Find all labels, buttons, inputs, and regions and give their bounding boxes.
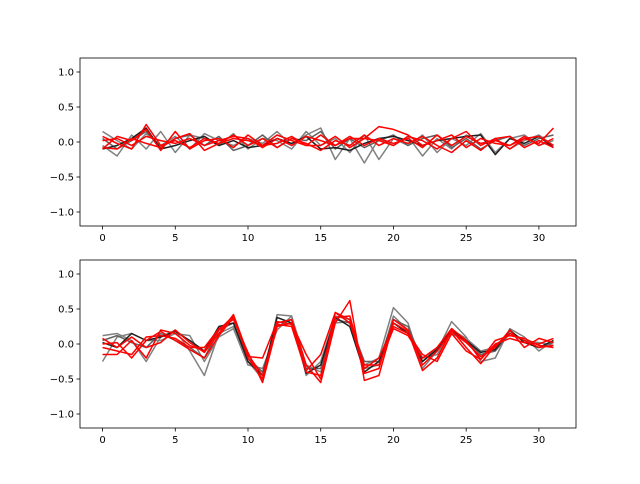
y-tick-label: 0.5 <box>58 103 74 114</box>
x-tick-label: 30 <box>533 233 546 244</box>
series-line-6 <box>102 311 554 372</box>
x-tick-label: 20 <box>387 233 400 244</box>
y-tick-label: 1.0 <box>58 270 74 281</box>
series-line-5 <box>102 299 554 384</box>
x-tick-label: 20 <box>387 435 400 446</box>
x-tick-label: 15 <box>314 233 327 244</box>
y-tick-label: −0.5 <box>50 173 74 184</box>
y-tick-label: 0.0 <box>58 138 74 149</box>
series-line-7 <box>102 313 554 377</box>
x-tick-label: 10 <box>242 233 255 244</box>
series-line-3 <box>102 127 554 156</box>
series-line-5 <box>102 128 554 152</box>
top-plot-panel: 0 5 10 15 20 25 30 −1.0 −0.5 0.0 0.5 1.0 <box>50 57 577 244</box>
series-line-6 <box>102 132 554 154</box>
x-tick-label: 5 <box>172 233 178 244</box>
x-tick-label: 0 <box>99 435 105 446</box>
bottom-plot-panel: 0 5 10 15 20 25 30 −1.0 −0.5 0.0 0.5 1.0 <box>50 259 577 446</box>
x-tick-label: 0 <box>99 233 105 244</box>
y-tick-label: −1.0 <box>50 410 74 421</box>
x-tick-label: 5 <box>172 435 178 446</box>
series-group <box>102 123 554 164</box>
x-tick-label: 25 <box>460 233 473 244</box>
x-tick-label: 25 <box>460 435 473 446</box>
y-tick-label: 0.0 <box>58 340 74 351</box>
series-line-7 <box>102 134 554 149</box>
y-tick-label: −1.0 <box>50 208 74 219</box>
y-tick-label: −0.5 <box>50 375 74 386</box>
x-tick-label: 15 <box>314 435 327 446</box>
y-tick-label: 1.0 <box>58 68 74 79</box>
y-tick-label: 0.5 <box>58 305 74 316</box>
x-tick-label: 10 <box>242 435 255 446</box>
x-tick-label: 30 <box>533 435 546 446</box>
series-group <box>101 299 554 384</box>
